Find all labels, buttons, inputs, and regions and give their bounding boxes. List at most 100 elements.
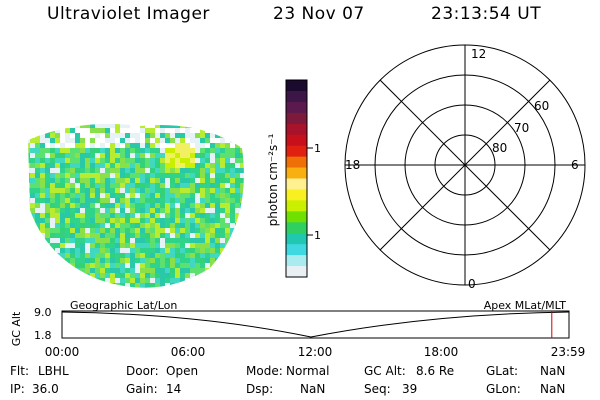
image-pixel [80, 118, 85, 123]
image-pixel [205, 153, 210, 158]
image-pixel [115, 173, 120, 178]
image-pixel [130, 128, 135, 133]
image-pixel [245, 203, 250, 208]
image-pixel [130, 178, 135, 183]
image-pixel [235, 238, 240, 243]
image-pixel [90, 193, 95, 198]
image-pixel [80, 193, 85, 198]
image-pixel [80, 128, 85, 133]
image-pixel [220, 258, 225, 263]
image-pixel [50, 218, 55, 223]
image-pixel [210, 198, 215, 203]
image-pixel [170, 188, 175, 193]
image-pixel [245, 228, 250, 233]
image-pixel [160, 123, 165, 128]
image-pixel [45, 233, 50, 238]
image-pixel [28, 143, 30, 148]
image-pixel [180, 118, 185, 123]
image-pixel [30, 193, 35, 198]
image-pixel [120, 183, 125, 188]
image-pixel [20, 118, 25, 123]
image-pixel [115, 238, 120, 243]
image-pixel [140, 243, 145, 248]
image-pixel [55, 128, 60, 133]
image-pixel [28, 183, 30, 188]
image-pixel [110, 208, 115, 213]
image-pixel [230, 158, 235, 163]
image-pixel [45, 208, 50, 213]
mlt-label-18: 18 [345, 158, 360, 172]
image-pixel [210, 133, 215, 138]
image-pixel [75, 268, 80, 273]
image-pixel [115, 198, 120, 203]
image-pixel [85, 183, 90, 188]
image-pixel [175, 208, 180, 213]
image-pixel [205, 258, 210, 263]
image-pixel [80, 153, 85, 158]
image-pixel [105, 158, 110, 163]
image-pixel [90, 203, 95, 208]
image-pixel [115, 178, 120, 183]
image-pixel [70, 253, 75, 258]
image-pixel [180, 198, 185, 203]
image-pixel [120, 228, 125, 233]
image-pixel [155, 183, 160, 188]
image-pixel [240, 268, 244, 273]
image-pixel [240, 218, 244, 223]
image-pixel [235, 153, 240, 158]
image-pixel [135, 138, 140, 143]
image-pixel [210, 273, 215, 278]
image-pixel [210, 118, 215, 123]
image-pixel [145, 133, 150, 138]
image-pixel [225, 263, 230, 268]
image-pixel [125, 123, 130, 128]
image-pixel [65, 133, 70, 138]
image-pixel [90, 158, 95, 163]
image-pixel [220, 158, 225, 163]
image-pixel [90, 273, 95, 278]
image-pixel [55, 168, 60, 173]
image-pixel [45, 213, 50, 218]
colorbar-segment [286, 101, 307, 114]
image-pixel [40, 118, 45, 123]
image-pixel [125, 138, 130, 143]
image-pixel [20, 283, 25, 288]
image-pixel [240, 173, 244, 178]
image-pixel [175, 163, 180, 168]
image-pixel [180, 123, 185, 128]
image-pixel [165, 268, 170, 273]
image-pixel [140, 223, 145, 228]
image-pixel [120, 128, 125, 133]
image-pixel [135, 128, 140, 133]
image-pixel [45, 148, 50, 153]
image-pixel [195, 133, 200, 138]
image-pixel [70, 278, 75, 283]
image-pixel [215, 203, 220, 208]
image-pixel [170, 153, 175, 158]
image-pixel [145, 163, 150, 168]
image-pixel [205, 143, 210, 148]
image-pixel [140, 233, 145, 238]
image-pixel [235, 178, 240, 183]
image-pixel [185, 148, 190, 153]
image-pixel [125, 218, 130, 223]
image-pixel [160, 128, 165, 133]
image-pixel [170, 243, 175, 248]
image-pixel [75, 238, 80, 243]
image-pixel [55, 198, 60, 203]
image-pixel [185, 218, 190, 223]
image-pixel [115, 288, 120, 290]
image-pixel [165, 273, 170, 278]
image-pixel [180, 258, 185, 263]
image-pixel [95, 203, 100, 208]
image-pixel [60, 288, 65, 290]
image-pixel [180, 178, 185, 183]
image-pixel [130, 283, 135, 288]
image-pixel [205, 273, 210, 278]
filter-value: LBHL [38, 364, 69, 378]
image-pixel [150, 213, 155, 218]
image-pixel [60, 173, 65, 178]
image-pixel [70, 263, 75, 268]
image-pixel [205, 178, 210, 183]
image-pixel [110, 143, 115, 148]
